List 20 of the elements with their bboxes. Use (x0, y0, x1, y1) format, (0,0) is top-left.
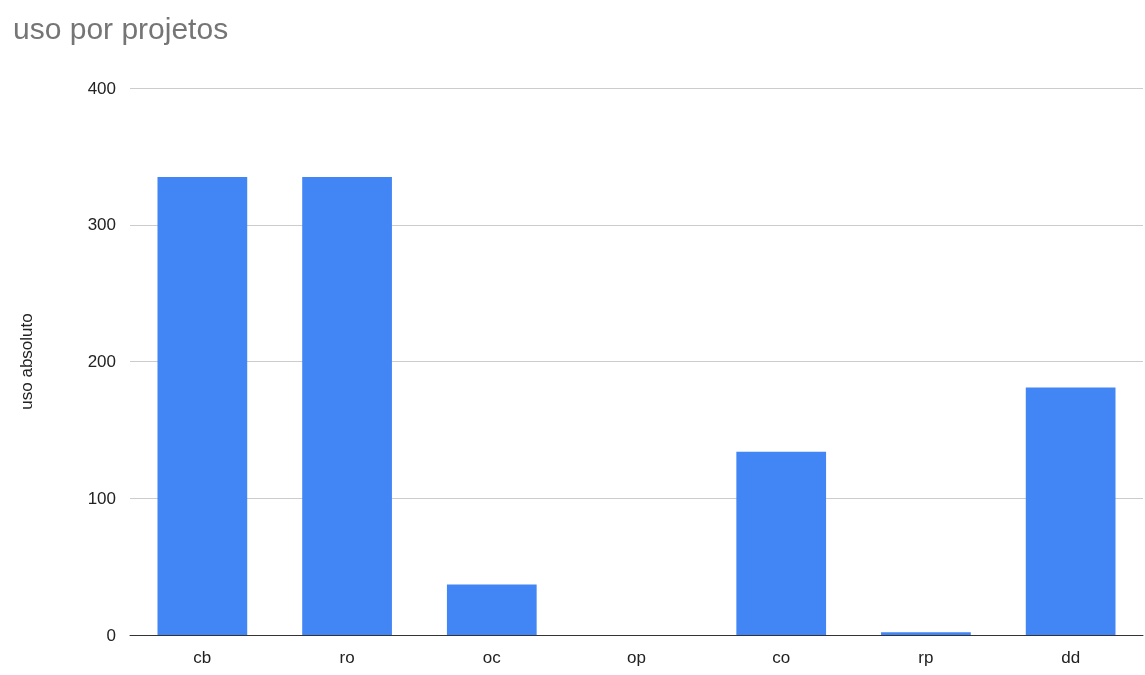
bar (302, 176, 392, 635)
bar (1025, 387, 1116, 635)
x-tick-label: op (627, 648, 646, 667)
x-tick-label: cb (193, 648, 212, 667)
y-axis-title: uso absoluto (17, 313, 36, 410)
y-tick-label: 0 (106, 625, 116, 645)
x-tick-label: oc (482, 648, 502, 667)
bar (446, 584, 537, 635)
y-tick-label: 200 (87, 352, 116, 371)
y-tick-label: 400 (87, 78, 116, 98)
y-tick-label: 300 (87, 215, 116, 235)
chart-title: uso por projetos (13, 11, 229, 45)
bar (157, 176, 248, 635)
x-tick-label: dd (1061, 648, 1081, 667)
x-tick-label: co (772, 648, 791, 667)
x-tick-label: rp (918, 648, 934, 667)
bar (881, 632, 971, 635)
bar (736, 451, 827, 635)
y-tick-label: 100 (87, 488, 116, 508)
x-tick-label: ro (339, 648, 355, 667)
